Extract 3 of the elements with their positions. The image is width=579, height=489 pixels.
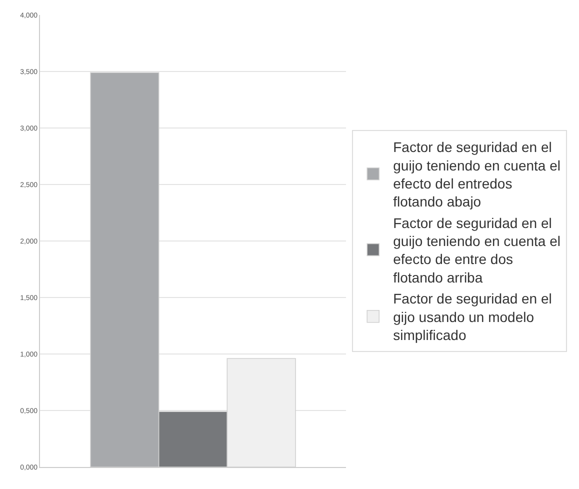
legend-label: Factor de seguridad en el gijo usando un modelo simplificado	[393, 290, 552, 344]
legend-label: Factor de seguridad en el guijo teniendo en cuenta el efecto del entredos flotando abajo	[393, 139, 560, 210]
legend-label: Factor de seguridad en el guijo teniendo en cuenta el efecto de entre dos flotando arriba	[393, 214, 560, 286]
